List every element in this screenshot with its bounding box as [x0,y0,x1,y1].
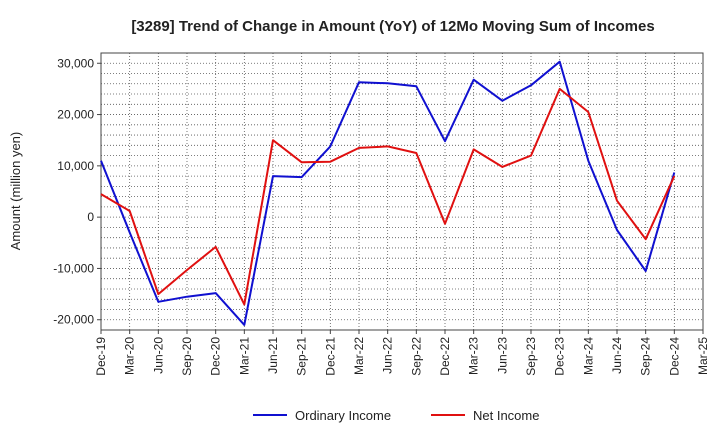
y-tick-label: -20,000 [53,313,94,327]
x-tick-label: Mar-23 [467,337,481,375]
x-tick-label: Dec-24 [667,337,681,376]
legend-label: Net Income [473,408,539,423]
y-axis-label: Amount (million yen) [8,132,23,251]
legend-label: Ordinary Income [295,408,391,423]
y-tick-label: 10,000 [57,159,94,173]
y-tick-label: -10,000 [53,261,94,275]
x-tick-label: Mar-21 [237,337,251,375]
x-tick-label: Jun-23 [495,337,509,374]
x-tick-label: Mar-24 [581,337,595,375]
x-tick-label: Mar-22 [352,337,366,375]
x-tick-label: Sep-24 [639,337,653,376]
x-tick-label: Sep-23 [524,337,538,376]
legend: Ordinary Income Net Income [253,408,539,423]
y-tick-label: 30,000 [57,56,94,70]
x-tick-label: Jun-24 [610,337,624,374]
x-tick-label: Dec-22 [438,337,452,376]
series-line-ordinary-income [100,60,676,326]
x-tick-label: Jun-22 [381,337,395,374]
x-tick-label: Mar-20 [123,337,137,375]
chart-title: [3289] Trend of Change in Amount (YoY) o… [131,18,654,35]
x-tick-label: Jun-20 [151,337,165,374]
x-tick-label: Dec-23 [553,337,567,376]
x-tick-label: Sep-21 [295,337,309,376]
series-line-net-income [100,87,676,306]
x-tick-label: Dec-20 [209,337,223,376]
x-tick-label: Dec-21 [323,337,337,376]
plot-area: -20,000 -10,000 0 10,000 20,000 30,000 Dec-19 M… [53,52,710,376]
x-tick-label: Jun-21 [266,337,280,374]
y-tick-label: 0 [87,210,94,224]
plot-background [101,53,703,330]
x-tick-label: Sep-22 [409,337,423,376]
x-tick-label: Sep-20 [180,337,194,376]
x-tick-label: Mar-25 [696,337,710,375]
y-tick-label: 20,000 [57,108,94,122]
x-tick-label: Dec-19 [94,337,108,376]
plot-border [100,52,704,331]
